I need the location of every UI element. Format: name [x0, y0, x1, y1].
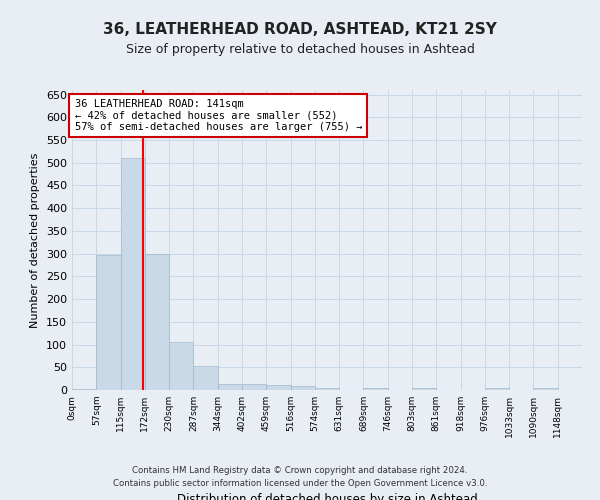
Bar [242, 384, 266, 390]
Bar [533, 388, 558, 390]
Text: Contains HM Land Registry data © Crown copyright and database right 2024.
Contai: Contains HM Land Registry data © Crown c… [113, 466, 487, 487]
Bar [364, 388, 388, 390]
Bar [169, 342, 193, 390]
Bar [485, 388, 509, 390]
Bar [266, 384, 290, 390]
Text: 36, LEATHERHEAD ROAD, ASHTEAD, KT21 2SY: 36, LEATHERHEAD ROAD, ASHTEAD, KT21 2SY [103, 22, 497, 38]
Bar [218, 384, 242, 390]
Bar [315, 388, 339, 390]
Text: 36 LEATHERHEAD ROAD: 141sqm
← 42% of detached houses are smaller (552)
57% of se: 36 LEATHERHEAD ROAD: 141sqm ← 42% of det… [74, 99, 362, 132]
Bar [96, 254, 121, 390]
Y-axis label: Number of detached properties: Number of detached properties [31, 152, 40, 328]
Bar [145, 254, 169, 390]
Bar [72, 388, 96, 390]
X-axis label: Distribution of detached houses by size in Ashtead: Distribution of detached houses by size … [176, 492, 478, 500]
Text: Size of property relative to detached houses in Ashtead: Size of property relative to detached ho… [125, 42, 475, 56]
Bar [412, 388, 436, 390]
Bar [193, 366, 218, 390]
Bar [121, 158, 145, 390]
Bar [290, 386, 315, 390]
